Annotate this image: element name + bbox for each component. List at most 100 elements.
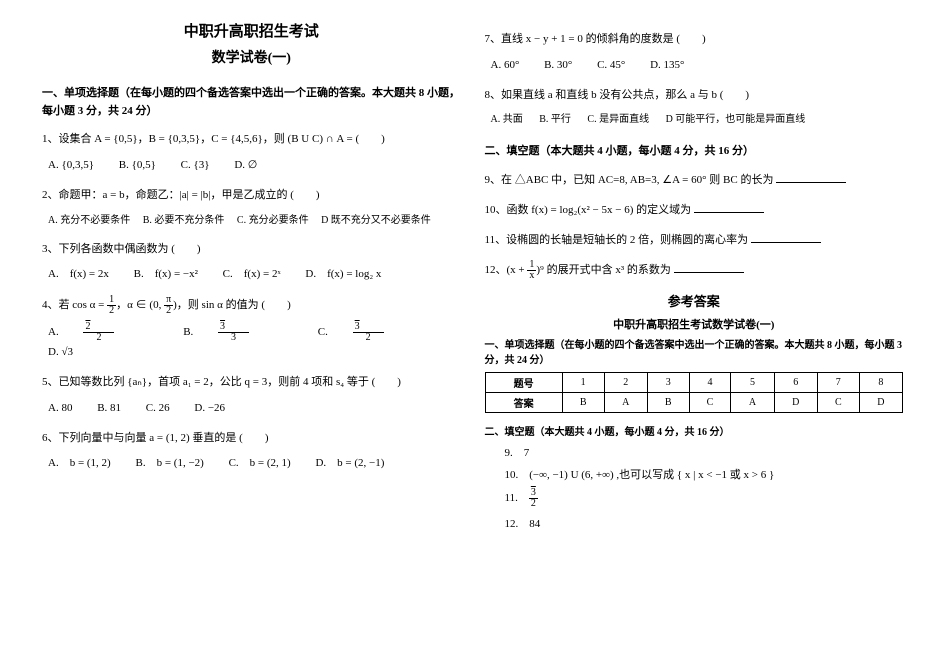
q6-options: A. b = (1, 2) B. b = (1, −2) C. b = (2, … xyxy=(42,454,461,474)
num-2: 2 xyxy=(604,373,647,393)
q6-stem: 6、下列向量中与向量 a = (1, 2) 垂直的是 ( ) xyxy=(42,432,269,444)
answers-sec1: 一、单项选择题（在每小题的四个备选答案中选出一个正确的答案。本大题共 8 小题，… xyxy=(485,338,904,368)
num-1: 1 xyxy=(562,373,604,393)
q2-stem: 2、命题甲：a = b，命题乙：|a| = |b|，甲是乙成立的 ( ) xyxy=(42,189,320,201)
q4-opt-b: B. 33 xyxy=(183,322,293,343)
q3-stem: 3、下列各函数中偶函数为 ( ) xyxy=(42,243,201,255)
row-label-1: 题号 xyxy=(485,373,562,393)
q4-options: A. 22 B. 33 C. 32 D. √3 xyxy=(42,322,461,363)
q1-opt-b: B. {0,5} xyxy=(119,156,156,176)
question-7: 7、直线 x − y + 1 = 0 的倾斜角的度数是 ( ) A. 60° B… xyxy=(485,30,904,76)
blank-10 xyxy=(694,201,764,213)
question-3: 3、下列各函数中偶函数为 ( ) A. f(x) = 2x B. f(x) = … xyxy=(42,240,461,286)
section-1-head: 一、单项选择题（在每小题的四个备选答案中选出一个正确的答案。本大题共 8 小题，… xyxy=(42,85,461,120)
answers-row-nums: 题号 1 2 3 4 5 6 7 8 xyxy=(485,373,903,393)
frac-pi2: π2 xyxy=(164,295,173,316)
q9-stem: 9、在 △ABC 中，已知 AC=8, AB=3, ∠A = 60° 则 BC … xyxy=(485,174,774,186)
answer-10: 10. (−∞, −1) U (6, +∞) ,也可以写成 { x | x < … xyxy=(505,466,904,482)
question-9: 9、在 △ABC 中，已知 AC=8, AB=3, ∠A = 60° 则 BC … xyxy=(485,171,904,191)
q7-options: A. 60° B. 30° C. 45° D. 135° xyxy=(485,56,904,76)
q7-opt-c: C. 45° xyxy=(597,56,625,76)
q10-stem: 10、函数 f(x) = log₂(x² − 5x − 6) 的定义域为 xyxy=(485,204,692,216)
ans-6: D xyxy=(774,393,817,413)
q1-opt-c: C. {3} xyxy=(181,156,210,176)
q11-stem: 11、设椭圆的长轴是短轴长的 2 倍，则椭圆的离心率为 xyxy=(485,234,749,246)
section-2-head: 二、填空题（本大题共 4 小题，每小题 4 分，共 16 分） xyxy=(485,143,904,161)
answers-title: 参考答案 xyxy=(485,291,904,310)
q7-opt-d: D. 135° xyxy=(650,56,684,76)
num-6: 6 xyxy=(774,373,817,393)
ans-5: A xyxy=(731,393,774,413)
row-label-2: 答案 xyxy=(485,393,562,413)
q5-opt-b: B. 81 xyxy=(97,399,121,419)
page-title-2: 数学试卷(一) xyxy=(42,47,461,67)
answers-table: 题号 1 2 3 4 5 6 7 8 答案 B A B C A D C D xyxy=(485,372,904,413)
q4-opt-a: A. 22 xyxy=(48,322,158,343)
frac-half: 12 xyxy=(107,295,116,316)
q2-opt-d: D 既不充分又不必要条件 xyxy=(321,212,431,230)
q3-opt-d: D. f(x) = log₂ x xyxy=(305,265,381,285)
q4-opt-c: C. 32 xyxy=(318,322,428,343)
question-8: 8、如果直线 a 和直线 b 没有公共点，那么 a 与 b ( ) A. 共面 … xyxy=(485,86,904,130)
title-block: 中职升高职招生考试 数学试卷(一) xyxy=(42,20,461,67)
num-7: 7 xyxy=(817,373,859,393)
q4-stem-mid: ，α ∈ (0, xyxy=(116,299,164,311)
q4-stem-post: )，则 sin α 的值为 ( ) xyxy=(173,299,291,311)
q7-opt-b: B. 30° xyxy=(544,56,572,76)
q3-options: A. f(x) = 2x B. f(x) = −x² C. f(x) = 2ˣ … xyxy=(42,265,461,285)
q8-opt-a: A. 共面 xyxy=(491,111,523,129)
answers-sec2: 二、填空题（本大题共 4 小题，每小题 4 分，共 16 分） xyxy=(485,423,904,438)
frac-sqrt3-2: 32 xyxy=(529,488,538,509)
question-1: 1、设集合 A = {0,5}，B = {0,3,5}，C = {4,5,6}，… xyxy=(42,130,461,176)
q2-opt-a: A. 充分不必要条件 xyxy=(48,212,130,230)
q2-opt-c: C. 充分必要条件 xyxy=(237,212,309,230)
q6-opt-b: B. b = (1, −2) xyxy=(135,454,203,474)
q8-opt-b: B. 平行 xyxy=(539,111,571,129)
q12-pre: 12、(x + xyxy=(485,264,528,276)
question-10: 10、函数 f(x) = log₂(x² − 5x − 6) 的定义域为 xyxy=(485,201,904,221)
q5-opt-a: A. 80 xyxy=(48,399,72,419)
q2-options: A. 充分不必要条件 B. 必要不充分条件 C. 充分必要条件 D 既不充分又不… xyxy=(42,212,461,230)
right-column: 7、直线 x − y + 1 = 0 的倾斜角的度数是 ( ) A. 60° B… xyxy=(473,20,916,650)
blank-11 xyxy=(751,231,821,243)
question-4: 4、若 cos α = 12，α ∈ (0, π2)，则 sin α 的值为 (… xyxy=(42,295,461,363)
q4-stem-pre: 4、若 cos α = xyxy=(42,299,107,311)
answers-subtitle: 中职升高职招生考试数学试卷(一) xyxy=(485,316,904,332)
q1-opt-a: A. {0,3,5} xyxy=(48,156,94,176)
q8-opt-d: D 可能平行，也可能是异面直线 xyxy=(666,111,806,129)
q5-options: A. 80 B. 81 C. 26 D. −26 xyxy=(42,399,461,419)
q3-opt-b: B. f(x) = −x² xyxy=(134,265,198,285)
q7-stem: 7、直线 x − y + 1 = 0 的倾斜角的度数是 ( ) xyxy=(485,33,706,45)
ans-7: C xyxy=(817,393,859,413)
num-3: 3 xyxy=(647,373,689,393)
page-title-1: 中职升高职招生考试 xyxy=(42,20,461,41)
ans-4: C xyxy=(689,393,731,413)
question-2: 2、命题甲：a = b，命题乙：|a| = |b|，甲是乙成立的 ( ) A. … xyxy=(42,186,461,230)
q8-opt-c: C. 是异面直线 xyxy=(587,111,649,129)
answer-12: 12. 84 xyxy=(505,515,904,531)
answer-11: 11. 32 xyxy=(505,488,904,509)
q3-opt-a: A. f(x) = 2x xyxy=(48,265,109,285)
ans-2: A xyxy=(604,393,647,413)
question-6: 6、下列向量中与向量 a = (1, 2) 垂直的是 ( ) A. b = (1… xyxy=(42,429,461,475)
num-5: 5 xyxy=(731,373,774,393)
q3-opt-c: C. f(x) = 2ˣ xyxy=(223,265,281,285)
answer-9: 9. 7 xyxy=(505,444,904,460)
num-8: 8 xyxy=(859,373,902,393)
question-5: 5、已知等数比列 {aₙ}，首项 a₁ = 2，公比 q = 3，则前 4 项和… xyxy=(42,373,461,419)
question-12: 12、(x + 1x)⁹ 的展开式中含 x³ 的系数为 xyxy=(485,260,904,281)
answers-row-ans: 答案 B A B C A D C D xyxy=(485,393,903,413)
num-4: 4 xyxy=(689,373,731,393)
q8-stem: 8、如果直线 a 和直线 b 没有公共点，那么 a 与 b ( ) xyxy=(485,89,750,101)
q7-opt-a: A. 60° xyxy=(491,56,520,76)
q1-opt-d: D. ∅ xyxy=(234,156,257,176)
q6-opt-c: C. b = (2, 1) xyxy=(229,454,291,474)
q6-opt-d: D. b = (2, −1) xyxy=(315,454,384,474)
q5-stem: 5、已知等数比列 {aₙ}，首项 a₁ = 2，公比 q = 3，则前 4 项和… xyxy=(42,376,401,388)
q5-opt-d: D. −26 xyxy=(194,399,225,419)
q12-post: )⁹ 的展开式中含 x³ 的系数为 xyxy=(536,264,671,276)
ans-8: D xyxy=(859,393,902,413)
blank-9 xyxy=(776,171,846,183)
q6-opt-a: A. b = (1, 2) xyxy=(48,454,111,474)
q4-opt-d: D. √3 xyxy=(48,343,73,363)
